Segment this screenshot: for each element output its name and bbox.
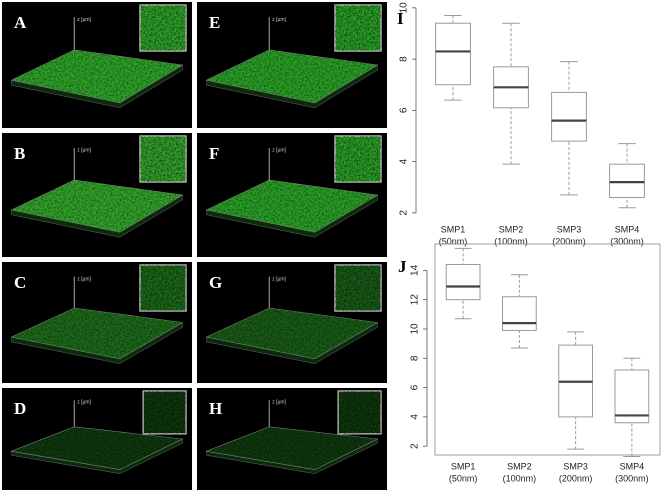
x-tick-label: (100nm) (503, 473, 537, 483)
x-tick-label: (50nm) (449, 473, 478, 483)
surface-texture (206, 49, 378, 103)
x-tick-label: SMP2 (499, 224, 524, 234)
z-axis-label: z [µm] (272, 276, 286, 282)
y-tick-label: 2 (410, 443, 421, 449)
surface-texture (11, 426, 183, 470)
z-axis-label: z [µm] (272, 17, 286, 23)
x-tick-label: (300nm) (610, 236, 644, 246)
inset-texture (140, 265, 186, 311)
inset-texture (140, 5, 186, 51)
box (502, 296, 537, 331)
panel-letter: B (14, 144, 25, 163)
y-tick-label: 10 (399, 2, 410, 14)
x-tick-label: (200nm) (552, 236, 586, 246)
z-axis-label: z [µm] (77, 17, 91, 23)
inset-texture (338, 391, 381, 434)
box (614, 369, 650, 424)
x-tick-label: (100nm) (494, 236, 528, 246)
y-tick-label: 6 (410, 384, 421, 390)
x-tick-label: SMP4 (620, 461, 645, 471)
panel-letter: D (14, 399, 26, 418)
chart-label: I (397, 9, 404, 28)
chart-label: J (398, 257, 407, 276)
y-tick-label: 6 (399, 107, 410, 113)
y-tick-label: 8 (410, 355, 421, 361)
inset-texture (335, 5, 381, 51)
y-tick-label: 10 (410, 323, 421, 335)
image-panel: z [µm] G (197, 262, 387, 383)
plot-frame (434, 243, 661, 456)
image-panel: z [µm] H (197, 388, 387, 490)
y-tick-label: 14 (410, 264, 421, 276)
surface-texture (206, 426, 378, 470)
box (445, 264, 481, 301)
image-panel: z [µm] A (2, 2, 192, 128)
z-axis-label: z [µm] (77, 400, 91, 406)
surface-texture (11, 180, 183, 233)
inset-texture (335, 265, 381, 311)
surface-texture (206, 308, 378, 359)
box (609, 163, 645, 198)
surface-texture (206, 180, 378, 233)
surface-texture (11, 49, 183, 103)
y-tick-label: 8 (399, 56, 410, 62)
box (435, 22, 471, 86)
panel-letter: C (14, 273, 26, 292)
x-tick-label: SMP2 (507, 461, 532, 471)
image-panel: z [µm] F (197, 133, 387, 257)
panel-letter: G (209, 273, 222, 292)
z-axis-label: z [µm] (272, 148, 286, 154)
y-tick-label: 2 (399, 210, 410, 216)
x-tick-label: SMP4 (615, 224, 640, 234)
image-panel: z [µm] B (2, 133, 192, 257)
panel-letter: H (209, 399, 222, 418)
x-tick-label: (50nm) (439, 236, 468, 246)
box (551, 91, 587, 142)
z-axis-label: z [µm] (77, 148, 91, 154)
z-axis-label: z [µm] (272, 400, 286, 406)
y-tick-label: 4 (410, 414, 421, 420)
inset-texture (140, 136, 186, 182)
x-tick-label: SMP1 (451, 461, 476, 471)
panel-letter: A (14, 13, 27, 32)
panel-letter: F (209, 144, 219, 163)
x-tick-label: SMP3 (563, 461, 588, 471)
x-tick-label: (300nm) (615, 473, 649, 483)
panel-letter: E (209, 13, 220, 32)
x-tick-label: (200nm) (559, 473, 593, 483)
image-panel: z [µm] D (2, 388, 192, 490)
z-axis-label: z [µm] (77, 276, 91, 282)
image-panel: z [µm] C (2, 262, 192, 383)
inset-texture (335, 136, 381, 182)
surface-texture (11, 308, 183, 359)
x-tick-label: SMP3 (557, 224, 582, 234)
image-panel: z [µm] E (197, 2, 387, 128)
y-tick-label: 12 (410, 294, 421, 306)
inset-texture (143, 391, 186, 434)
x-tick-label: SMP1 (441, 224, 466, 234)
y-tick-label: 4 (399, 158, 410, 164)
